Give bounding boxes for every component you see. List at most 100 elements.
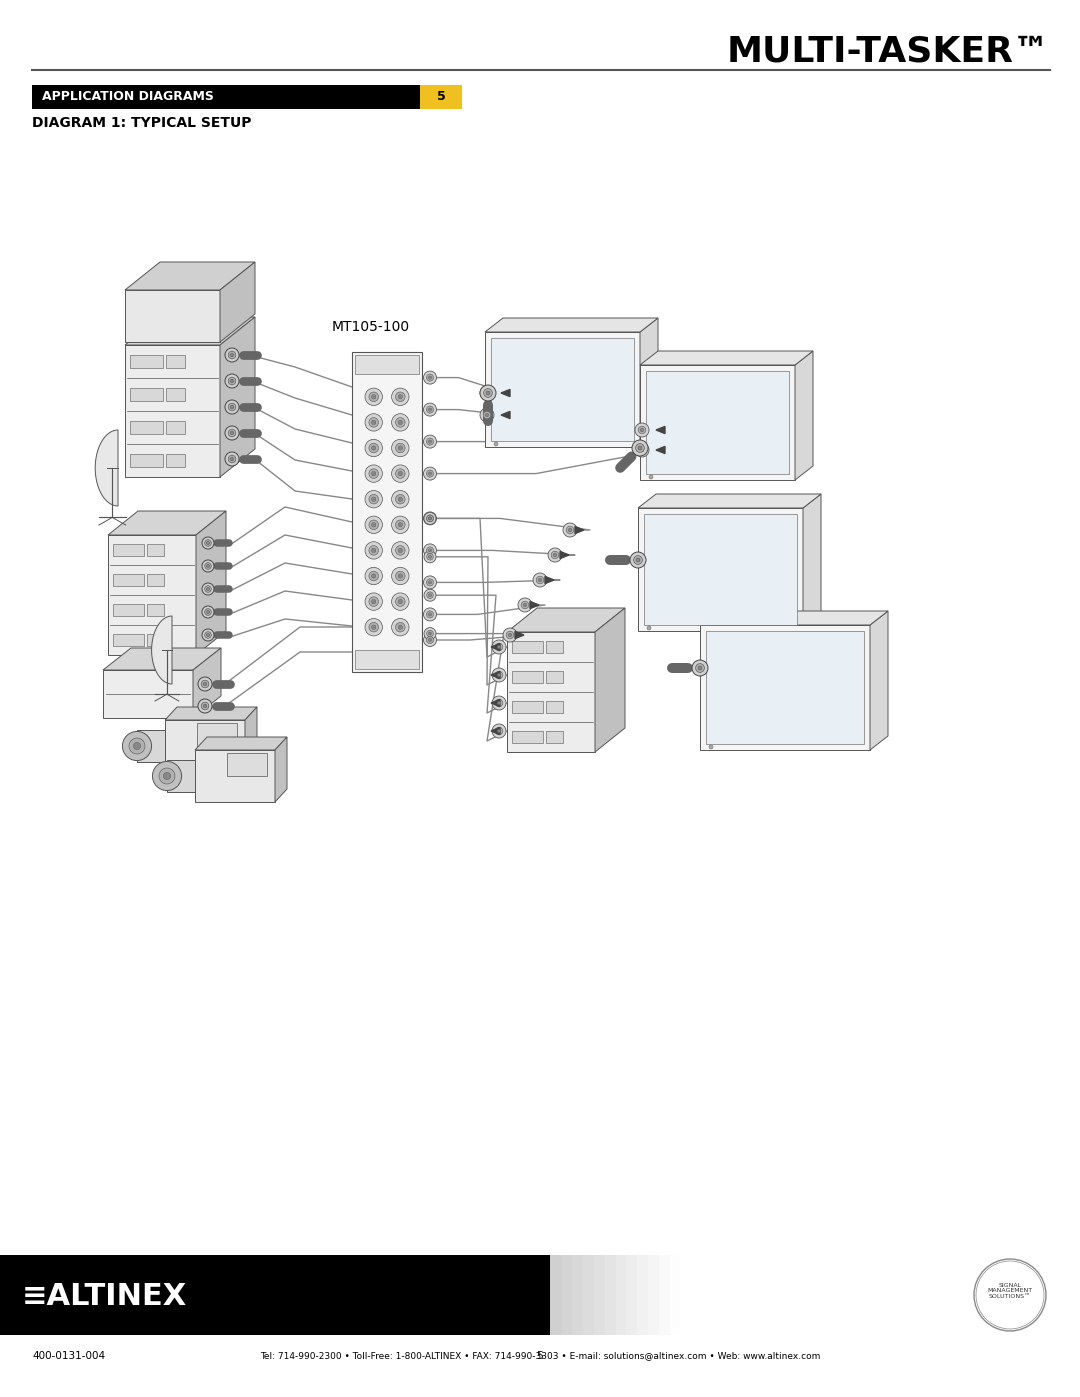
Bar xyxy=(994,1255,1005,1336)
Circle shape xyxy=(392,388,409,405)
Circle shape xyxy=(974,1259,1047,1331)
Circle shape xyxy=(429,638,432,641)
Circle shape xyxy=(495,643,503,651)
Circle shape xyxy=(636,557,640,562)
Circle shape xyxy=(122,732,151,760)
Polygon shape xyxy=(103,671,193,718)
Circle shape xyxy=(395,597,405,606)
Bar xyxy=(799,1255,811,1336)
Circle shape xyxy=(369,520,378,529)
Bar xyxy=(497,1255,509,1336)
Bar xyxy=(756,1255,768,1336)
Circle shape xyxy=(395,546,405,555)
Circle shape xyxy=(427,578,433,585)
Circle shape xyxy=(392,490,409,509)
Circle shape xyxy=(492,724,507,738)
Bar xyxy=(113,604,144,616)
Circle shape xyxy=(399,497,403,502)
Circle shape xyxy=(507,631,514,638)
Bar xyxy=(147,604,164,616)
Circle shape xyxy=(399,624,403,630)
Circle shape xyxy=(225,374,239,388)
Bar xyxy=(545,641,564,652)
Bar xyxy=(355,650,419,669)
Bar xyxy=(292,1255,303,1336)
Bar xyxy=(486,1255,498,1336)
Bar xyxy=(130,388,163,401)
Circle shape xyxy=(427,407,433,414)
Circle shape xyxy=(427,630,433,637)
Polygon shape xyxy=(545,577,554,584)
Circle shape xyxy=(202,606,214,617)
Bar xyxy=(745,1255,757,1336)
Text: 5: 5 xyxy=(537,1351,543,1361)
Polygon shape xyxy=(656,447,665,454)
Bar xyxy=(907,1255,919,1336)
Bar xyxy=(940,1255,951,1336)
Circle shape xyxy=(365,414,382,432)
Circle shape xyxy=(480,386,494,400)
Bar xyxy=(113,574,144,585)
Bar xyxy=(352,352,422,672)
Circle shape xyxy=(395,520,405,529)
Bar xyxy=(0,1255,12,1336)
Circle shape xyxy=(228,377,235,384)
Text: 5: 5 xyxy=(436,91,445,103)
Circle shape xyxy=(392,439,409,457)
Bar xyxy=(197,722,237,746)
Bar xyxy=(1037,1255,1049,1336)
Bar xyxy=(583,1255,595,1336)
Bar xyxy=(875,1255,887,1336)
Circle shape xyxy=(696,664,704,672)
Bar xyxy=(238,1255,249,1336)
Circle shape xyxy=(152,761,181,791)
Bar xyxy=(166,355,186,367)
Bar xyxy=(1004,1255,1016,1336)
Circle shape xyxy=(518,598,532,612)
Polygon shape xyxy=(646,372,789,474)
Bar xyxy=(454,1255,465,1336)
Bar xyxy=(702,1255,714,1336)
Bar xyxy=(562,1255,573,1336)
Circle shape xyxy=(365,388,382,405)
Polygon shape xyxy=(125,263,255,291)
Circle shape xyxy=(647,626,651,630)
Text: ≡ALTINEX: ≡ALTINEX xyxy=(22,1282,187,1312)
Polygon shape xyxy=(165,707,257,719)
Circle shape xyxy=(365,490,382,509)
Bar xyxy=(810,1255,822,1336)
Circle shape xyxy=(395,443,405,453)
Polygon shape xyxy=(870,610,888,750)
Circle shape xyxy=(427,637,433,644)
Circle shape xyxy=(372,394,376,400)
Polygon shape xyxy=(644,514,797,624)
Polygon shape xyxy=(640,319,658,447)
Circle shape xyxy=(427,439,433,446)
Circle shape xyxy=(206,542,210,545)
Circle shape xyxy=(372,624,376,630)
Circle shape xyxy=(483,390,490,397)
Text: 400-0131-004: 400-0131-004 xyxy=(32,1351,105,1361)
Circle shape xyxy=(503,629,517,643)
Polygon shape xyxy=(95,430,118,506)
Circle shape xyxy=(523,604,527,606)
Circle shape xyxy=(205,631,212,638)
Bar xyxy=(518,1255,530,1336)
Polygon shape xyxy=(700,610,888,624)
Circle shape xyxy=(225,400,239,414)
Circle shape xyxy=(372,548,376,553)
Bar xyxy=(162,1255,174,1336)
Bar xyxy=(147,634,164,645)
Bar xyxy=(389,1255,401,1336)
Bar xyxy=(32,85,462,109)
Circle shape xyxy=(427,515,433,521)
Circle shape xyxy=(203,682,206,686)
Circle shape xyxy=(365,465,382,482)
Bar xyxy=(961,1255,973,1336)
Circle shape xyxy=(423,404,436,416)
Circle shape xyxy=(369,469,378,478)
Circle shape xyxy=(548,548,562,562)
Bar xyxy=(626,1255,638,1336)
Bar xyxy=(670,1255,681,1336)
Bar xyxy=(659,1255,671,1336)
